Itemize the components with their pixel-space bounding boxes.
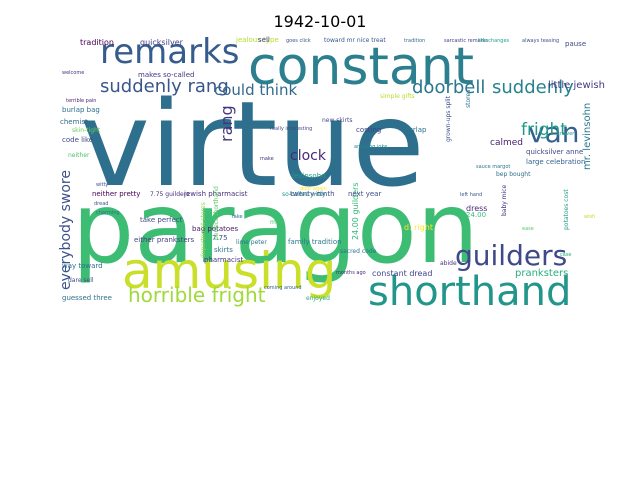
- word-mr-levinsohn: mr. levinsohn: [582, 103, 593, 170]
- word-quicksilver: quicksilver: [140, 38, 184, 47]
- word-shorthand: shorthand: [368, 269, 571, 315]
- word-goes-click: goes click: [286, 38, 311, 44]
- word-dare-sell: dare sell: [68, 277, 94, 284]
- word-24-00-guilders: 24.00 guilders: [351, 183, 360, 241]
- chart-title: 1942-10-01: [273, 12, 367, 31]
- word-new-skirts: new skirts: [322, 117, 353, 124]
- word-door-again: door again: [300, 186, 327, 192]
- word-paragon: paragon: [72, 172, 479, 286]
- word-quicksilver-anne: quicksilver anne: [526, 148, 583, 156]
- word-levinsohn: levinsohn: [292, 172, 326, 180]
- word-potatoes-cost: potatoes cost: [563, 189, 570, 230]
- word-guessed-three: guessed three: [62, 294, 112, 302]
- word-never: never: [560, 131, 575, 137]
- word-charming: charming: [96, 210, 120, 216]
- word-skirts: skirts: [214, 246, 233, 254]
- word-really-interesting: really interesting: [270, 126, 312, 132]
- word-makes-so-called: makes so-called: [138, 71, 194, 79]
- word-doorbell: doorbell: [412, 77, 485, 98]
- word-tradition: tradition: [404, 38, 425, 44]
- word-large-celebration: large celebration: [526, 158, 585, 166]
- word-clock: clock: [290, 148, 327, 164]
- word-burlap-bag: burlap bag: [62, 106, 100, 114]
- word-way-toward: way toward: [62, 262, 103, 270]
- word-suddenly-rang: suddenly rang: [100, 76, 229, 97]
- word-sarcastic-remarks: sarcastic remarks: [444, 38, 489, 44]
- word-baby-mice: baby mice: [501, 184, 508, 216]
- word-pranksters: pranksters: [515, 268, 568, 279]
- word-coming-around: coming around: [264, 285, 302, 291]
- word-chemist: chemist: [60, 118, 88, 126]
- word-ease: ease: [522, 226, 534, 232]
- word-virtue: virtue: [80, 75, 425, 213]
- word-everybody-swore: everybody swore: [58, 170, 74, 290]
- word-toward-mr-nice-treat: toward mr nice treat: [324, 37, 386, 44]
- word-dread: dread: [94, 201, 108, 207]
- word-fright: fright: [521, 120, 567, 140]
- word-case: case: [560, 252, 572, 258]
- word-tradition: tradition: [80, 38, 114, 47]
- word-abide: abide: [440, 260, 457, 267]
- word-welcome: welcome: [62, 70, 84, 76]
- word-make: make: [260, 156, 274, 162]
- word-skin-tight: skin-tight: [72, 127, 101, 134]
- word-sacred-code: sacred code: [340, 248, 377, 255]
- word-sell: sell: [258, 36, 270, 44]
- word-sauce-margot: sauce margot: [476, 164, 510, 170]
- word-calmed: calmed: [490, 138, 523, 148]
- word-always-teasing: always teasing: [522, 38, 559, 44]
- word-bep-bought: bep bought: [496, 171, 531, 178]
- word-code-like: code like: [62, 136, 93, 144]
- word-constant-dread: constant dread: [372, 269, 432, 278]
- word-remarks: remarks: [100, 32, 240, 72]
- word-lime-peter: lime peter: [236, 239, 267, 246]
- word-mice: mice: [270, 219, 285, 226]
- word-amusing-joke: amusing joke: [354, 144, 387, 150]
- word-family-tradition: family tradition: [288, 238, 342, 246]
- word-witty: witty: [96, 182, 108, 188]
- word-like-changes: like changes: [478, 38, 510, 44]
- word-wish: wish: [584, 214, 595, 220]
- word-neither-pretty: neither pretty: [92, 190, 140, 198]
- word-take-perfect: take perfect: [140, 216, 183, 224]
- word-7-75: 7.75: [212, 234, 228, 242]
- word-amusing: amusing: [122, 242, 336, 300]
- word-jewish-pharmacist: jewish pharmacist: [183, 190, 248, 198]
- word-7-75-guilders: 7.75 guilders: [150, 191, 189, 198]
- word-twenty-ninth: twenty-ninth: [290, 190, 335, 198]
- word-could-think: could think: [214, 81, 297, 99]
- word-dress: dress: [466, 204, 487, 213]
- word-pause: pause: [565, 40, 586, 48]
- word-either-pranksters: either pranksters: [134, 236, 195, 244]
- word-fake: fake: [232, 214, 243, 220]
- word-terrible-pain: terrible pain: [66, 98, 96, 104]
- word-bag-potatoes: bag potatoes: [192, 225, 238, 233]
- word-perfect-shorthand: perfect shorthand: [213, 186, 220, 240]
- word-grown-ups-split: grown-ups split: [445, 95, 452, 142]
- word-department-stores: department stores: [200, 202, 207, 258]
- word-so-called-witty: so-called witty: [282, 191, 326, 198]
- word-rang: rang: [217, 105, 236, 142]
- word-neither: neither: [68, 152, 90, 159]
- word-d-right: d. right: [404, 223, 433, 232]
- word-little-jewish: little jewish: [548, 80, 605, 91]
- word-guilders: guilders: [455, 239, 567, 272]
- word-jealous-type: jealous type: [235, 36, 279, 44]
- word-simple-gifts: simple gifts: [380, 93, 415, 100]
- word-enjoyed: enjoyed: [306, 295, 330, 302]
- word-costing: costing: [356, 126, 381, 134]
- word-suddenly: suddenly: [492, 77, 574, 98]
- word-constant: constant: [248, 37, 474, 97]
- word-months-ago: months ago: [336, 270, 366, 276]
- word-stores: stores: [465, 90, 472, 108]
- word-next-year: next year: [348, 190, 381, 198]
- word-horrible-fright: horrible fright: [128, 283, 266, 307]
- word-pharmacist: pharmacist: [204, 256, 243, 264]
- word-burlap: burlap: [404, 126, 427, 134]
- word-left-hand: left hand: [460, 192, 482, 198]
- word-24-00: 24.00: [466, 211, 486, 219]
- word-van: van: [528, 116, 579, 149]
